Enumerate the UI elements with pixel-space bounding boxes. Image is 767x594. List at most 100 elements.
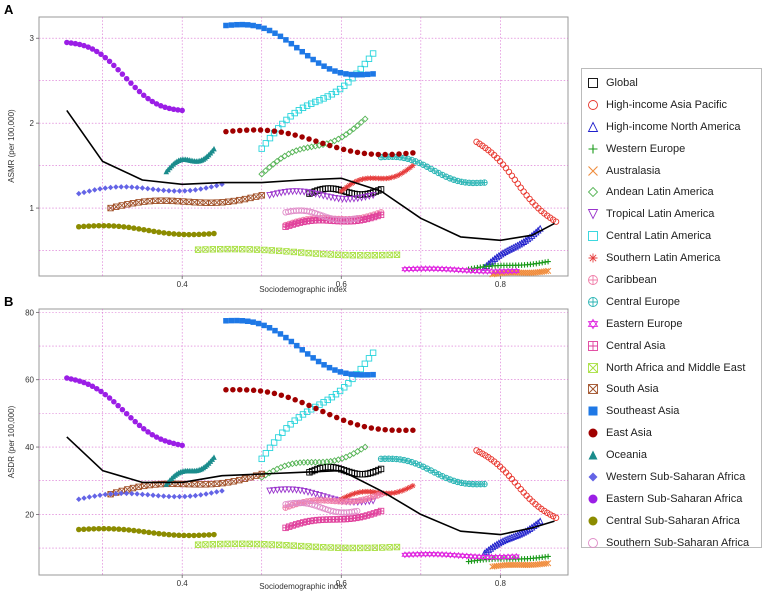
data-point-eastern-sub-saharan-africa [72,40,79,47]
data-point-central-asia [303,518,311,525]
data-point-eastern-sub-saharan-africa [170,440,177,447]
data-point-central-sub-saharan-africa [86,526,92,532]
data-point-north-africa-and-middle-east [371,544,379,551]
data-point-north-africa-and-middle-east [283,542,290,549]
y-tick-label: 60 [25,376,34,385]
data-point-central-sub-saharan-africa [126,527,132,533]
panel-a-series [64,21,560,278]
data-point-eastern-sub-saharan-africa [166,439,173,446]
data-point-eastern-sub-saharan-africa [76,41,83,48]
data-point-central-asia [289,522,296,529]
data-point-east-asia [264,389,271,395]
data-point-central-latin-america [270,439,278,446]
data-point-high-income-north-america [501,536,509,544]
x-tick-label: 0.8 [495,579,507,588]
data-point-central-europe [446,476,454,483]
data-point-tropical-latin-america [289,486,297,494]
data-point-southeast-asia [223,22,229,29]
data-point-central-latin-america [275,125,282,132]
legend-label: North Africa and Middle East [606,361,746,374]
data-point-north-africa-and-middle-east [290,542,298,549]
legend-label: South Asia [606,383,659,396]
panel-b-label: B [4,294,13,309]
data-point-southeast-asia [359,372,365,378]
data-point-north-africa-and-middle-east [268,247,275,254]
data-point-southern-sub-saharan-africa [353,507,361,515]
global-expected-curve-panel-b [66,436,555,536]
data-point-north-africa-and-middle-east [231,245,239,253]
legend-item-southeast-asia: Southeast Asia [582,400,761,422]
data-point-southeast-asia [299,347,305,353]
data-point-oceania [211,145,217,152]
data-point-western-sub-saharan-africa [192,187,199,193]
data-point-central-sub-saharan-africa [191,532,197,539]
data-point-southeast-asia [223,318,229,324]
data-point-southeast-asia [272,30,278,36]
data-point-central-latin-america [316,96,323,104]
data-point-southern-sub-saharan-africa [353,215,361,222]
data-point-tropical-latin-america [277,486,285,494]
data-point-southern-latin-america [349,180,355,187]
data-point-western-sub-saharan-africa [81,495,87,501]
data-point-tropical-latin-america [285,188,293,196]
data-point-central-latin-america [345,380,352,387]
legend-label: High-income North America [606,120,741,133]
data-point-central-latin-america [258,455,265,463]
legend-marker-oceania [588,450,598,460]
data-point-western-europe [545,553,551,560]
data-point-central-asia [296,219,303,226]
legend-marker-global [588,77,598,88]
data-point-eastern-sub-saharan-africa [128,415,134,421]
data-point-central-latin-america [262,140,270,147]
data-point-southern-latin-america [407,484,413,490]
data-point-north-africa-and-middle-east [320,544,327,551]
data-point-central-asia [374,212,381,220]
data-point-eastern-europe [487,553,496,561]
data-point-southeast-asia [250,22,256,29]
data-point-eastern-sub-saharan-africa [153,434,160,440]
data-point-australasia [542,268,550,275]
data-point-east-asia [250,387,257,394]
data-point-north-africa-and-middle-east [231,540,239,548]
data-point-eastern-sub-saharan-africa [81,42,87,49]
data-point-north-africa-and-middle-east [386,251,393,259]
data-point-east-asia [223,387,229,393]
y-tick-label: 2 [30,119,35,128]
data-point-southeast-asia [354,72,360,78]
data-point-southern-sub-saharan-africa [351,215,358,222]
data-point-southeast-asia [277,331,284,337]
legend-item-eastern-europe: Eastern Europe [582,313,761,335]
data-point-north-africa-and-middle-east [194,541,202,548]
x-tick-label: 0.8 [495,280,507,289]
legend-label: Central Sub-Saharan Africa [606,514,740,527]
data-point-east-asia [257,127,264,133]
data-point-western-sub-saharan-africa [129,184,135,190]
data-point-east-asia [257,388,264,394]
data-point-central-asia [353,514,360,522]
legend-item-south-asia: South Asia [582,378,761,400]
legend-label: Eastern Sub-Saharan Africa [606,492,743,505]
data-point-high-income-north-america [526,233,534,241]
data-point-southern-latin-america [391,174,398,180]
data-point-central-sub-saharan-africa [151,228,157,235]
data-point-central-latin-america [324,93,331,100]
series-australasia-panel-a [489,267,552,278]
data-point-tropical-latin-america [369,192,377,200]
data-point-western-sub-saharan-africa [144,185,151,192]
data-point-southern-latin-america [386,175,392,181]
legend-marker-central-sub-saharan-africa [588,516,598,526]
data-point-tropical-latin-america [354,195,362,203]
legend-item-caribbean: Caribbean [582,269,761,291]
data-point-southern-latin-america [410,162,416,169]
data-point-eastern-sub-saharan-africa [149,431,156,438]
data-point-eastern-sub-saharan-africa [85,381,91,388]
data-point-central-sub-saharan-africa [141,528,147,535]
data-point-western-sub-saharan-africa [192,492,199,499]
data-point-southeast-asia [321,63,327,69]
data-point-southeast-asia [304,52,311,59]
data-point-central-latin-america [291,417,298,424]
data-point-central-latin-america [312,98,319,106]
data-point-east-asia [375,151,382,158]
data-point-north-africa-and-middle-east [261,541,268,548]
data-point-eastern-sub-saharan-africa [158,436,164,442]
